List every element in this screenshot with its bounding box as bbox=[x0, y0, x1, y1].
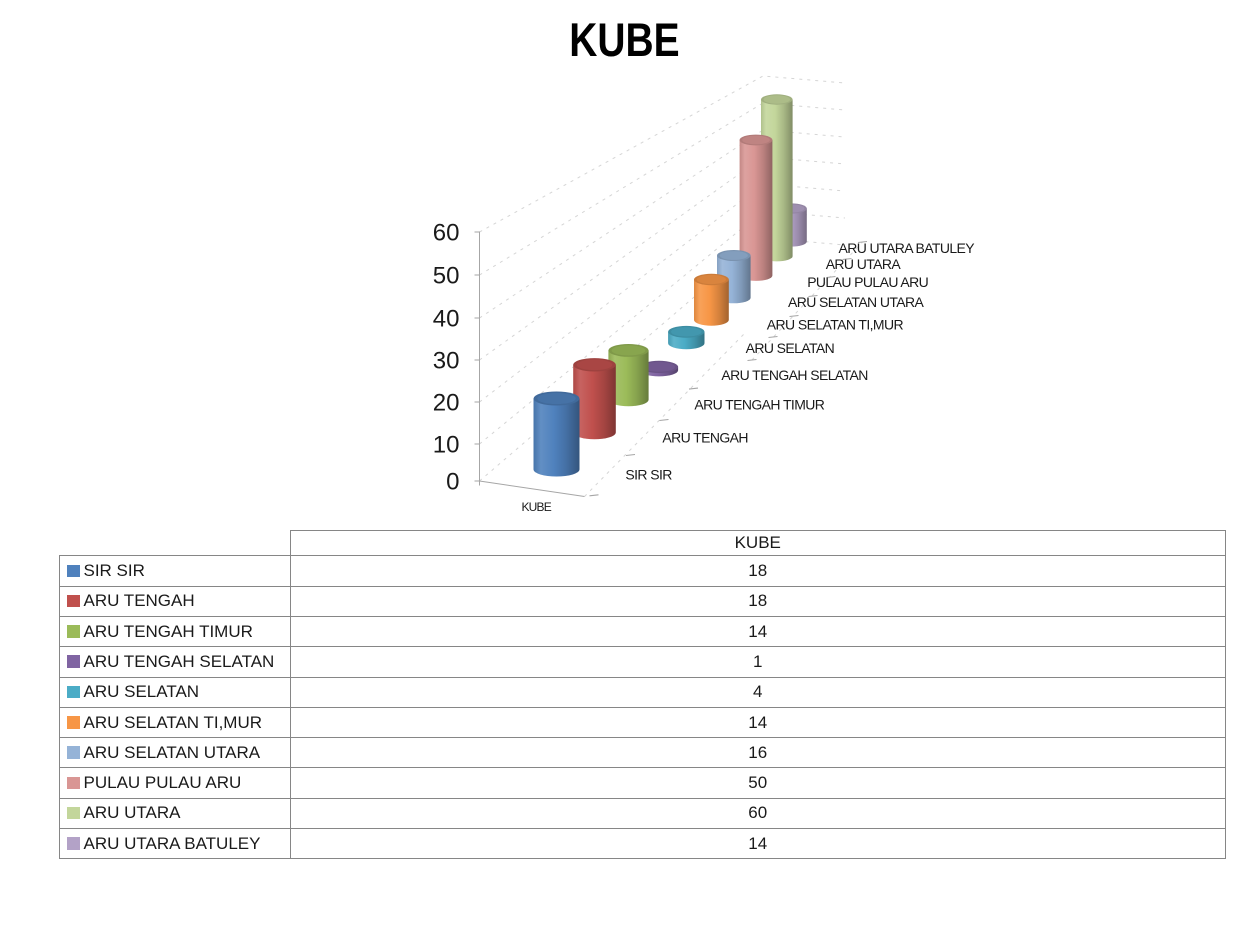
svg-text:ARU SELATAN: ARU SELATAN bbox=[746, 340, 835, 356]
svg-text:ARU TENGAH: ARU TENGAH bbox=[662, 430, 748, 446]
svg-text:ARU TENGAH SELATAN: ARU TENGAH SELATAN bbox=[721, 367, 867, 383]
svg-text:50: 50 bbox=[433, 263, 460, 290]
svg-text:0: 0 bbox=[446, 469, 459, 496]
svg-text:KUBE: KUBE bbox=[521, 500, 551, 514]
svg-text:PULAU PULAU ARU: PULAU PULAU ARU bbox=[807, 274, 928, 290]
svg-text:60: 60 bbox=[433, 220, 460, 247]
svg-text:ARU UTARA BATULEY: ARU UTARA BATULEY bbox=[839, 240, 976, 256]
svg-text:SIR SIR: SIR SIR bbox=[625, 467, 672, 483]
svg-text:ARU TENGAH TIMUR: ARU TENGAH TIMUR bbox=[694, 397, 824, 413]
svg-text:ARU UTARA: ARU UTARA bbox=[826, 256, 902, 272]
svg-text:40: 40 bbox=[433, 306, 460, 333]
svg-text:30: 30 bbox=[433, 348, 460, 375]
svg-text:ARU SELATAN TI,MUR: ARU SELATAN TI,MUR bbox=[767, 316, 904, 332]
svg-text:20: 20 bbox=[433, 390, 460, 417]
svg-text:ARU SELATAN UTARA: ARU SELATAN UTARA bbox=[788, 294, 925, 310]
svg-text:10: 10 bbox=[433, 432, 460, 459]
